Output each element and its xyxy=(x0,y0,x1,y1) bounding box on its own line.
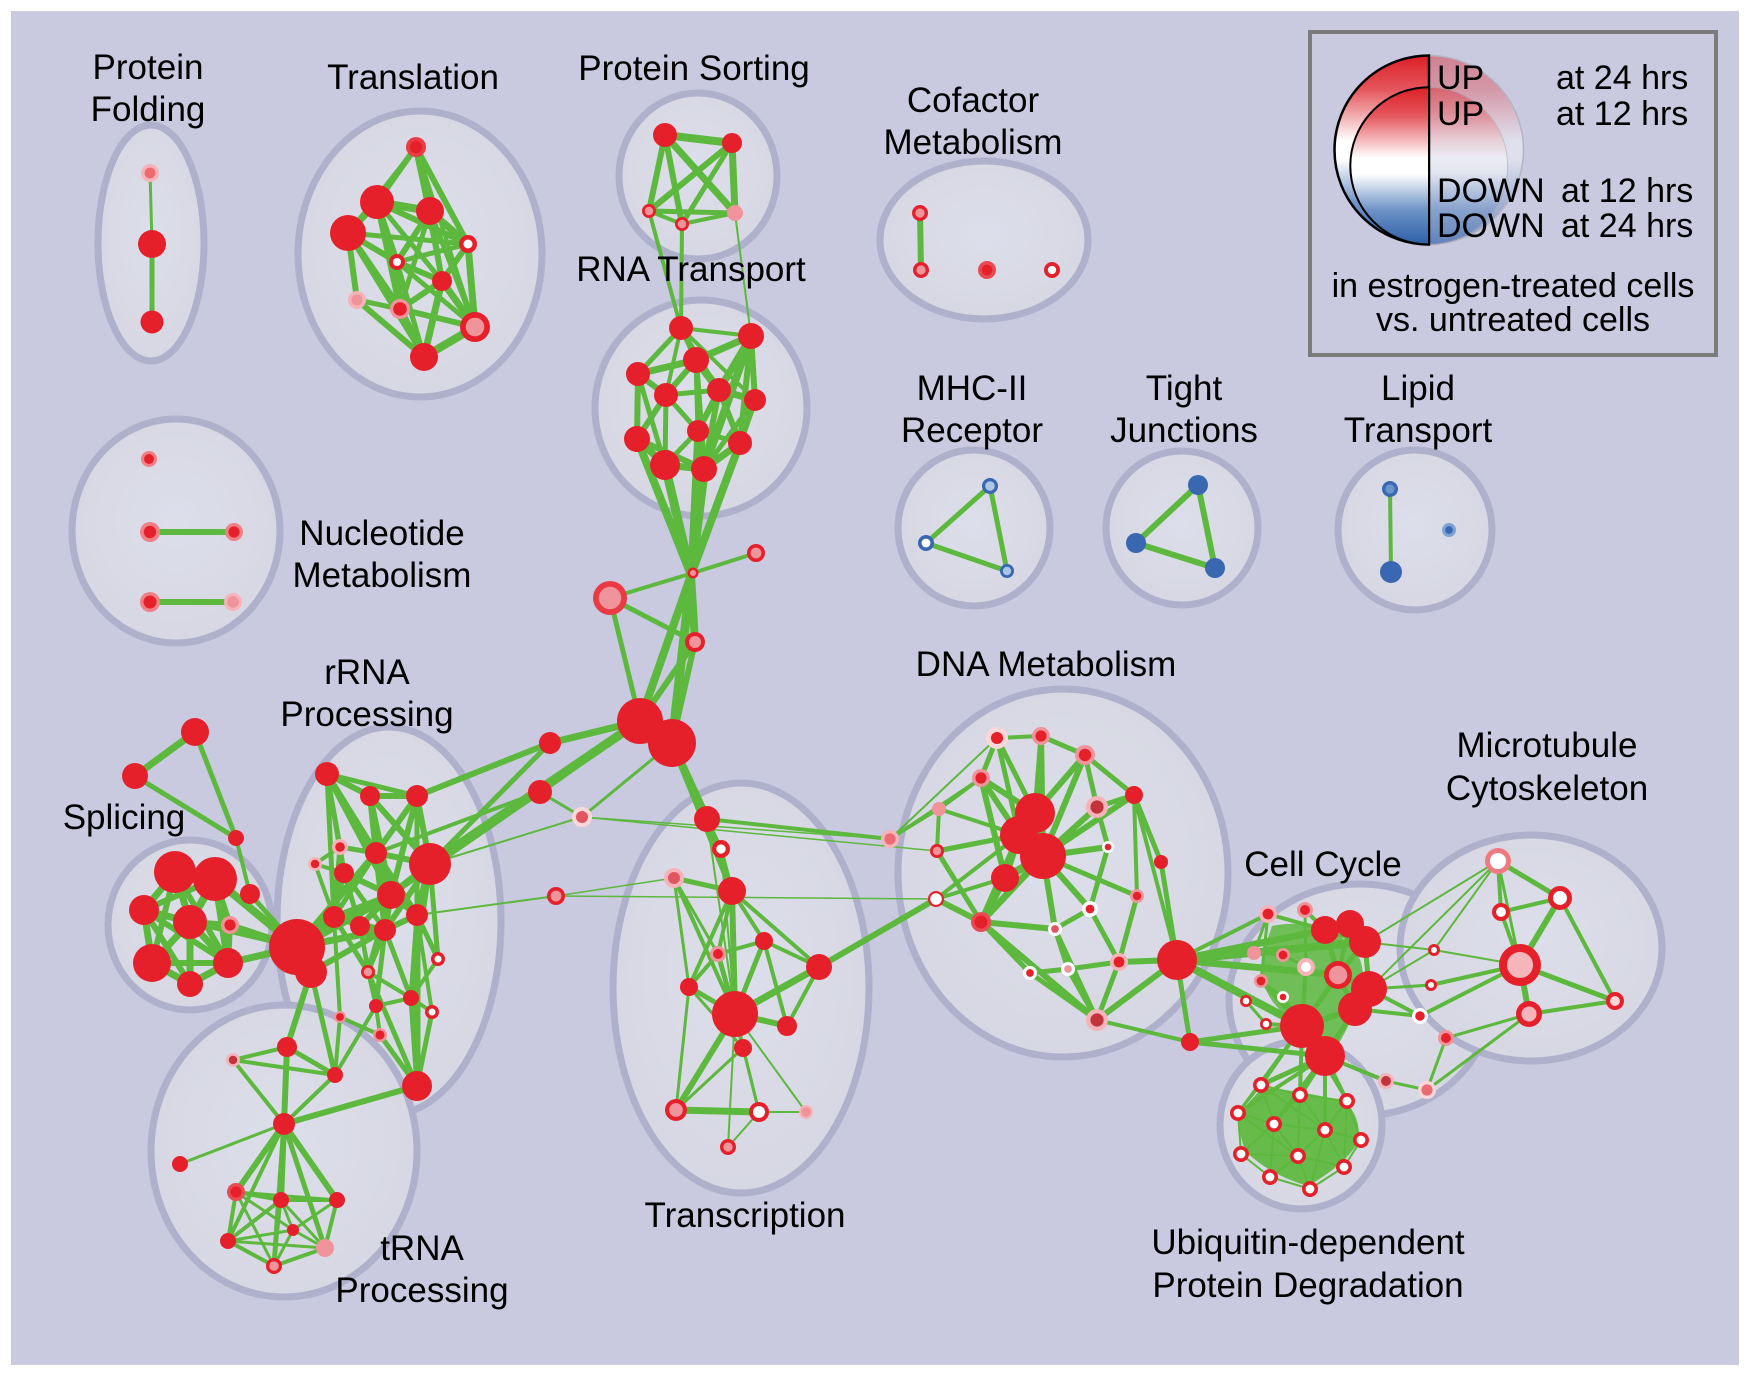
svg-text:UP: UP xyxy=(1437,59,1484,97)
svg-text:rRNA: rRNA xyxy=(324,653,410,692)
svg-text:Protein Degradation: Protein Degradation xyxy=(1152,1266,1463,1305)
svg-text:Cofactor: Cofactor xyxy=(907,81,1040,120)
svg-text:UP: UP xyxy=(1437,95,1484,133)
svg-text:Ubiquitin-dependent: Ubiquitin-dependent xyxy=(1151,1223,1465,1262)
svg-text:Tight: Tight xyxy=(1146,369,1223,408)
svg-text:at 24 hrs: at 24 hrs xyxy=(1561,207,1693,245)
svg-text:Metabolism: Metabolism xyxy=(293,556,472,595)
svg-text:Metabolism: Metabolism xyxy=(884,123,1063,162)
svg-text:at 24 hrs: at 24 hrs xyxy=(1556,59,1688,97)
svg-text:Folding: Folding xyxy=(91,90,206,129)
svg-text:Cell Cycle: Cell Cycle xyxy=(1244,845,1402,884)
svg-text:DOWN: DOWN xyxy=(1437,207,1545,245)
svg-text:Cytoskeleton: Cytoskeleton xyxy=(1446,769,1648,808)
svg-text:Translation: Translation xyxy=(327,58,499,97)
svg-text:RNA Transport: RNA Transport xyxy=(576,250,806,289)
svg-text:tRNA: tRNA xyxy=(380,1229,464,1268)
svg-text:in estrogen-treated cells: in estrogen-treated cells xyxy=(1332,267,1695,305)
svg-text:Protein Sorting: Protein Sorting xyxy=(578,49,810,88)
svg-text:Microtubule: Microtubule xyxy=(1457,726,1638,765)
svg-text:Receptor: Receptor xyxy=(901,411,1043,450)
svg-text:Protein: Protein xyxy=(93,48,204,87)
svg-text:Transport: Transport xyxy=(1344,411,1493,450)
svg-text:Junctions: Junctions xyxy=(1110,411,1258,450)
svg-text:Processing: Processing xyxy=(280,695,453,734)
svg-text:Processing: Processing xyxy=(335,1271,508,1310)
svg-text:Transcription: Transcription xyxy=(645,1196,846,1235)
svg-text:at 12 hrs: at 12 hrs xyxy=(1561,172,1693,210)
svg-text:vs. untreated cells: vs. untreated cells xyxy=(1376,301,1650,339)
svg-text:Lipid: Lipid xyxy=(1381,369,1455,408)
svg-text:Nucleotide: Nucleotide xyxy=(299,514,464,553)
svg-text:Splicing: Splicing xyxy=(63,798,186,837)
svg-text:MHC-II: MHC-II xyxy=(917,369,1028,408)
svg-text:DNA Metabolism: DNA Metabolism xyxy=(916,645,1177,684)
svg-text:DOWN: DOWN xyxy=(1437,172,1545,210)
svg-text:at 12 hrs: at 12 hrs xyxy=(1556,95,1688,133)
